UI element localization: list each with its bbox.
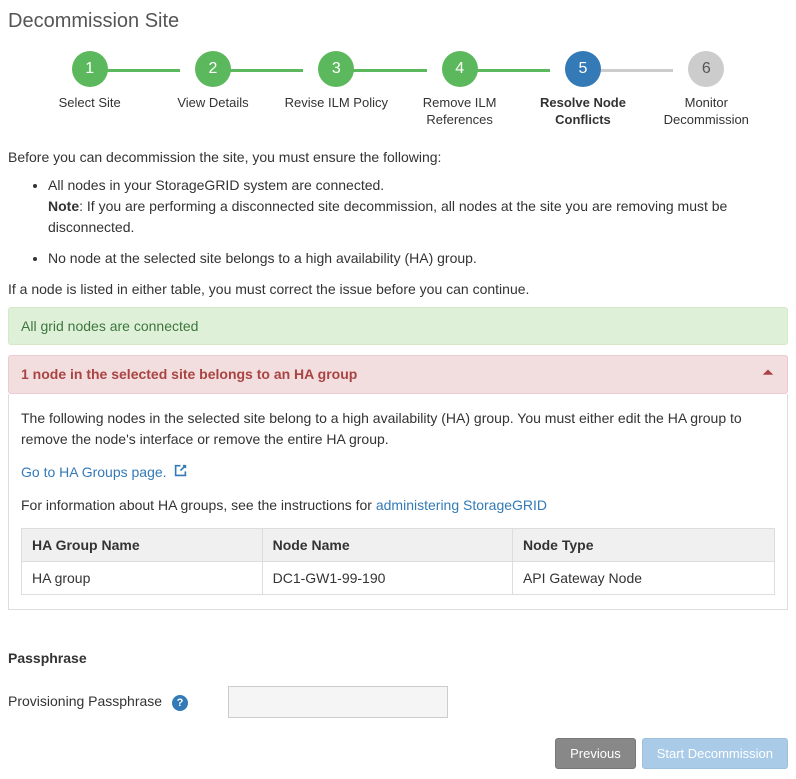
- issue-text: If a node is listed in either table, you…: [8, 281, 788, 297]
- step-3-circle: 3: [318, 51, 354, 87]
- step-1-label: Select Site: [59, 95, 121, 112]
- step-3[interactable]: 3 Revise ILM Policy: [284, 51, 389, 129]
- alert-danger-text: 1 node in the selected site belongs to a…: [21, 366, 357, 382]
- step-6-label: Monitor Decommission: [654, 95, 759, 129]
- step-5-label: Resolve Node Conflicts: [530, 95, 635, 129]
- step-2-label: View Details: [177, 95, 248, 112]
- step-6-circle: 6: [688, 51, 724, 87]
- step-2-circle: 2: [195, 51, 231, 87]
- requirement-2: No node at the selected site belongs to …: [48, 248, 788, 269]
- table-row: HA group DC1-GW1-99-190 API Gateway Node: [22, 561, 775, 594]
- alert-danger[interactable]: 1 node in the selected site belongs to a…: [8, 355, 788, 394]
- passphrase-input[interactable]: [228, 686, 448, 718]
- step-1-circle: 1: [72, 51, 108, 87]
- col-node-type: Node Type: [512, 528, 774, 561]
- step-5-circle: 5: [565, 51, 601, 87]
- ha-table: HA Group Name Node Name Node Type HA gro…: [21, 528, 775, 595]
- ha-groups-link[interactable]: Go to HA Groups page.: [21, 464, 167, 480]
- requirement-1: All nodes in your StorageGRID system are…: [48, 175, 788, 238]
- passphrase-label: Provisioning Passphrase ?: [8, 693, 228, 711]
- alert-success: All grid nodes are connected: [8, 307, 788, 345]
- step-4-label: Remove ILM References: [407, 95, 512, 129]
- requirements-list: All nodes in your StorageGRID system are…: [8, 175, 788, 269]
- passphrase-row: Provisioning Passphrase ?: [8, 686, 788, 718]
- step-4[interactable]: 4 Remove ILM References: [407, 51, 512, 129]
- panel-text: The following nodes in the selected site…: [21, 408, 775, 450]
- chevron-up-icon[interactable]: [761, 366, 775, 383]
- help-icon[interactable]: ?: [172, 695, 188, 711]
- previous-button[interactable]: Previous: [555, 738, 636, 769]
- col-node-name: Node Name: [262, 528, 512, 561]
- start-decommission-button[interactable]: Start Decommission: [642, 738, 788, 769]
- button-row: Previous Start Decommission: [8, 738, 788, 769]
- page-title: Decommission Site: [8, 10, 788, 33]
- table-header-row: HA Group Name Node Name Node Type: [22, 528, 775, 561]
- step-5[interactable]: 5 Resolve Node Conflicts: [530, 51, 635, 129]
- admin-link[interactable]: administering StorageGRID: [376, 497, 547, 513]
- passphrase-section-title: Passphrase: [8, 650, 788, 666]
- intro-text: Before you can decommission the site, yo…: [8, 149, 788, 165]
- info-text: For information about HA groups, see the…: [21, 495, 775, 516]
- step-1[interactable]: 1 Select Site: [37, 51, 142, 129]
- ha-panel: The following nodes in the selected site…: [8, 394, 788, 610]
- wizard-stepper: 1 Select Site 2 View Details 3 Revise IL…: [28, 51, 768, 129]
- step-2[interactable]: 2 View Details: [160, 51, 265, 129]
- step-4-circle: 4: [442, 51, 478, 87]
- step-3-label: Revise ILM Policy: [285, 95, 388, 112]
- col-ha-group: HA Group Name: [22, 528, 263, 561]
- external-link-icon: [174, 462, 187, 483]
- alert-success-text: All grid nodes are connected: [21, 318, 198, 334]
- step-6: 6 Monitor Decommission: [654, 51, 759, 129]
